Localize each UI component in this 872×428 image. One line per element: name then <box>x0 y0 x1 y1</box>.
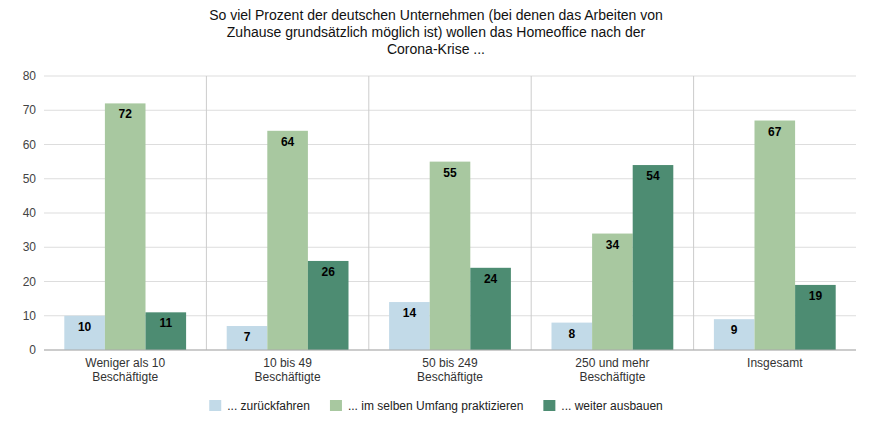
legend-swatch <box>543 400 555 411</box>
bar <box>552 323 593 350</box>
data-label: 55 <box>443 166 457 180</box>
bar <box>795 285 836 350</box>
data-label: 67 <box>768 125 782 139</box>
x-tick-label-line: Beschäftigte <box>92 370 158 384</box>
bar <box>64 316 105 350</box>
x-tick-label-line: 250 und mehr <box>575 356 649 370</box>
bar <box>227 326 268 350</box>
bar <box>755 121 796 350</box>
x-tick-label: 10 bis 49Beschäftigte <box>255 356 321 384</box>
group-separator <box>368 76 369 350</box>
chart-container: So viel Prozent der deutschen Unternehme… <box>0 0 872 428</box>
legend-label: ... zurückfahren <box>227 399 310 413</box>
x-tick-label-line: Insgesamt <box>747 356 803 370</box>
bar <box>308 261 349 350</box>
x-tick-label: 50 bis 249Beschäftigte <box>417 356 483 384</box>
y-tick-label: 20 <box>23 275 37 289</box>
grid-line <box>44 144 856 145</box>
data-label: 8 <box>568 327 575 341</box>
data-label: 54 <box>646 169 660 183</box>
title-line: So viel Prozent der deutschen Unternehme… <box>209 7 663 23</box>
data-label: 34 <box>606 238 620 252</box>
data-label: 10 <box>78 320 92 334</box>
bar <box>146 312 187 350</box>
x-tick-label-line: Beschäftigte <box>579 370 645 384</box>
data-label: 11 <box>159 316 172 330</box>
y-tick-label: 50 <box>23 172 37 186</box>
title-line: Zuhause grundsätzlich möglich ist) wolle… <box>227 24 646 40</box>
y-tick-label: 40 <box>23 206 37 220</box>
title-line: Corona-Krise ... <box>387 41 485 57</box>
legend-swatch <box>209 400 221 411</box>
x-axis-line <box>44 350 856 351</box>
bar <box>633 165 674 350</box>
bar <box>267 131 308 350</box>
group-separator <box>531 76 532 350</box>
chart: So viel Prozent der deutschen Unternehme… <box>0 0 872 428</box>
legend-item: ... weiter ausbauen <box>543 399 662 413</box>
data-label: 19 <box>809 289 823 303</box>
legend-swatch <box>330 400 342 411</box>
y-tick-label: 0 <box>29 343 36 357</box>
x-tick-label: Weniger als 10Beschäftigte <box>85 356 165 384</box>
bar <box>430 162 471 350</box>
x-tick-label-line: Beschäftigte <box>417 370 483 384</box>
y-tick-label: 30 <box>23 240 37 254</box>
legend-item: ... zurückfahren <box>209 399 310 413</box>
y-tick-label: 70 <box>23 103 37 117</box>
legend-item: ... im selben Umfang praktizieren <box>330 399 523 413</box>
data-labels: 10 7 14 8 9 72 64 55 34 67 11 26 24 54 19 <box>78 107 822 344</box>
bar <box>592 234 633 350</box>
bar <box>470 268 511 350</box>
data-label: 7 <box>244 330 251 344</box>
x-tick-label: Insgesamt <box>747 356 803 370</box>
bar <box>105 103 146 350</box>
x-tick-label: 250 und mehrBeschäftigte <box>575 356 649 384</box>
data-label: 24 <box>484 272 498 286</box>
x-tick-label-line: Beschäftigte <box>255 370 321 384</box>
data-label: 26 <box>322 265 336 279</box>
y-tick-label: 60 <box>23 138 37 152</box>
x-tick-label-line: Weniger als 10 <box>85 356 165 370</box>
legend-label: ... im selben Umfang praktizieren <box>348 399 523 413</box>
grid-line <box>44 350 856 351</box>
bars <box>64 103 835 350</box>
data-label: 9 <box>731 323 738 337</box>
data-label: 14 <box>403 306 417 320</box>
bar <box>714 319 755 350</box>
legend-label: ... weiter ausbauen <box>561 399 662 413</box>
title: So viel Prozent der deutschen Unternehme… <box>209 7 663 57</box>
group-separator <box>693 76 694 350</box>
data-label: 64 <box>281 135 295 149</box>
legend: ... zurückfahren ... im selben Umfang pra… <box>209 399 663 413</box>
group-separator <box>206 76 207 350</box>
grid-line <box>44 76 856 77</box>
bar <box>389 302 430 350</box>
grid-line <box>44 110 856 111</box>
x-tick-label-line: 50 bis 249 <box>422 356 478 370</box>
grid <box>44 76 856 350</box>
x-tick-label-line: 10 bis 49 <box>263 356 312 370</box>
y-tick-label: 80 <box>23 69 37 83</box>
data-label: 72 <box>119 107 133 121</box>
y-tick-label: 10 <box>23 309 37 323</box>
